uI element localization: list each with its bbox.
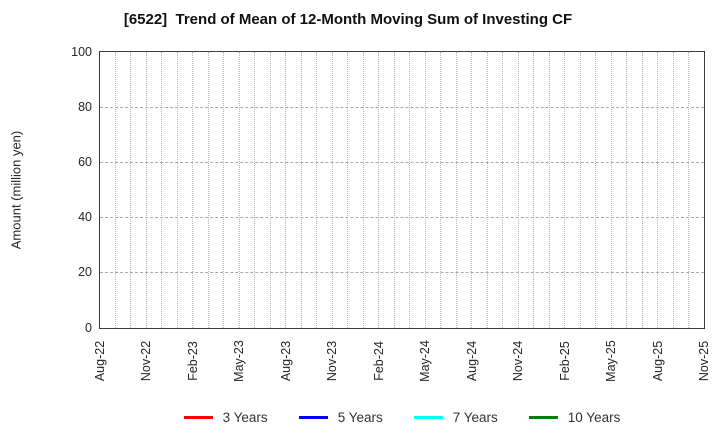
v-gridline [130,51,132,328]
y-tick-label: 20 [78,265,92,280]
v-gridline [378,51,380,328]
legend-label: 5 Years [337,409,383,425]
v-gridline [347,51,349,328]
x-tick-label: Aug-23 [278,340,293,382]
v-gridline [424,51,426,328]
y-tick-label: 0 [85,320,92,335]
v-gridline [254,51,256,328]
x-tick-label: May-23 [232,340,247,382]
v-gridline [223,51,225,328]
legend-item: 5 Years [298,409,383,425]
chart-title: [6522] Trend of Mean of 12-Month Moving … [123,11,573,28]
v-gridline [285,51,287,328]
v-gridline [331,51,333,328]
v-gridline [657,51,659,328]
x-tick-label: May-24 [418,340,433,382]
v-gridline [114,51,116,328]
y-tick-label: 60 [78,154,92,169]
legend-line-swatch [528,415,558,419]
x-tick-label: Feb-25 [557,341,572,381]
x-tick-label: Feb-24 [371,341,386,381]
x-tick-label: May-25 [604,340,619,382]
x-tick-label: Feb-23 [185,341,200,381]
v-gridline [548,51,550,328]
plot-area [98,50,705,329]
v-gridline [595,51,597,328]
legend-label: 7 Years [452,409,498,425]
x-tick-label: Nov-22 [139,340,154,382]
v-gridline [440,51,442,328]
legend-label: 10 Years [567,409,621,425]
x-tick-label: Nov-24 [511,340,526,382]
v-gridline [161,51,163,328]
y-axis-title: Amount (million yen) [8,130,24,250]
v-gridline [688,51,689,328]
v-gridline [672,51,674,328]
v-gridline [579,51,581,328]
v-gridline [176,51,178,328]
legend-label: 3 Years [222,409,268,425]
h-gridline [99,161,704,163]
legend-item: 7 Years [413,409,498,425]
v-gridline [517,51,519,328]
x-tick-label: Aug-24 [464,340,479,382]
h-gridline [99,217,704,219]
v-gridline [145,51,147,328]
v-gridline [269,51,271,328]
v-gridline [455,51,457,328]
v-gridline [533,51,535,328]
y-tick-label: 100 [71,44,92,59]
v-gridline [207,51,209,328]
v-gridline [300,51,302,328]
v-gridline [362,51,364,328]
v-gridline [610,51,612,328]
x-tick-label: Aug-22 [93,340,107,382]
legend-line-swatch [183,415,213,419]
legend-item: 3 Years [183,409,268,425]
x-tick-label: Nov-23 [325,340,340,382]
v-gridline [409,51,411,328]
y-tick-label: 80 [78,99,92,114]
v-gridline [486,51,488,328]
x-tick-label: Aug-25 [650,340,665,382]
v-gridline [502,51,504,328]
v-gridline [471,51,473,328]
v-gridline [564,51,566,328]
legend-line-swatch [413,415,443,419]
legend-item: 10 Years [528,409,621,425]
v-gridline [316,51,318,328]
v-gridline [641,51,643,328]
v-gridline [393,51,395,328]
v-gridline [238,51,240,328]
v-gridline [192,51,194,328]
h-gridline [99,272,704,274]
legend: 3 Years 5 Years 7 Years 10 Years [100,407,704,427]
v-gridline [626,51,628,328]
h-gridline [99,106,704,108]
legend-line-swatch [298,415,328,419]
y-tick-label: 40 [78,210,92,225]
x-tick-label: Nov-25 [697,340,711,382]
